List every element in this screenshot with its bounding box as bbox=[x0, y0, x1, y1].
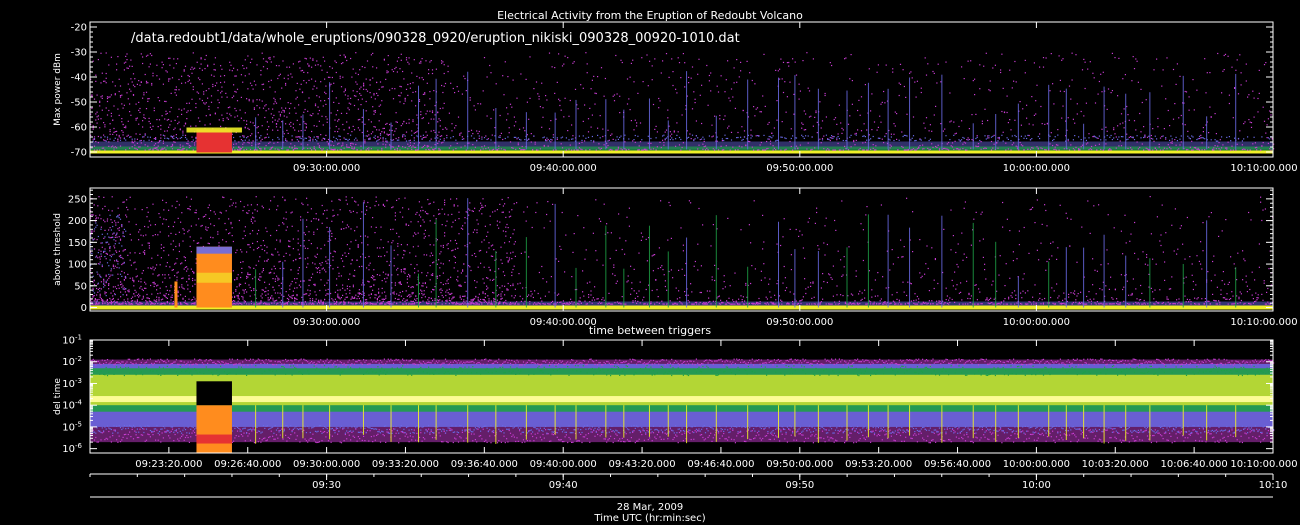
panel-1: -20 -30 -40 -50 -60 -70 Max power dBm 09:30:00.… bbox=[53, 21, 1298, 174]
hot-block bbox=[196, 129, 232, 153]
x-tick-label: 09:40:00.000 bbox=[530, 459, 597, 470]
panel-frame bbox=[89, 21, 1274, 158]
footer-axis-label: Time UTC (hr:min:sec) bbox=[594, 513, 706, 524]
y-tick-label: 250 bbox=[68, 194, 87, 205]
y-tick-label: 10-6 bbox=[62, 442, 82, 455]
y-tick-label: 150 bbox=[68, 238, 87, 249]
data-density-layer bbox=[90, 196, 1274, 310]
x-tick-label: 10:06:40.000 bbox=[1161, 459, 1228, 470]
footer-date: 28 Mar, 2009 bbox=[616, 502, 684, 513]
y-tick-label: 100 bbox=[68, 260, 87, 271]
x-tick-label: 09:36:40.000 bbox=[451, 459, 518, 470]
x-tick-label: 09:43:20.000 bbox=[608, 459, 675, 470]
panel-frame bbox=[89, 339, 1274, 454]
data-density-layer bbox=[90, 52, 1275, 154]
y-tick-label: -20 bbox=[71, 23, 87, 34]
baseline-green-band bbox=[90, 146, 1273, 152]
time-axis-tick-label: 09:30 bbox=[312, 480, 341, 491]
y-tick-label: 50 bbox=[74, 281, 87, 292]
x-tick-label: 09:30:00.000 bbox=[293, 459, 360, 470]
x-tick-label: 10:00:00.000 bbox=[1003, 163, 1070, 174]
time-axis-tick-label: 10:10 bbox=[1259, 480, 1288, 491]
x-tick-label: 09:30:00.000 bbox=[293, 317, 360, 328]
x-tick-label: 10:10:00.000 bbox=[1230, 459, 1297, 470]
y-tick-label: 10-3 bbox=[62, 377, 82, 390]
y-tick-label: 10-4 bbox=[62, 399, 82, 412]
x-tick-label: 10:10:00.000 bbox=[1230, 163, 1297, 174]
panel-frame bbox=[89, 187, 1274, 312]
y-tick-label: 10-2 bbox=[62, 355, 82, 368]
y-tick-label: -40 bbox=[71, 73, 87, 84]
x-tick-label: 09:40:00.000 bbox=[530, 163, 597, 174]
y-tick-label: -50 bbox=[71, 98, 87, 109]
y-tick-label: 200 bbox=[68, 216, 87, 227]
y-tick-label: -70 bbox=[71, 148, 87, 159]
x-tick-label: 10:00:00.000 bbox=[1003, 317, 1070, 328]
baseline-yellow-band bbox=[90, 305, 1273, 310]
x-tick-label: 10:03:20.000 bbox=[1082, 459, 1149, 470]
y-tick-label: 10-1 bbox=[62, 334, 82, 347]
y-tick-label: -30 bbox=[71, 48, 87, 59]
x-tick-label: 09:26:40.000 bbox=[214, 459, 281, 470]
panel-title: time between triggers bbox=[589, 324, 712, 337]
x-tick-label: 09:46:40.000 bbox=[687, 459, 754, 470]
bottom-time-axis: 09:30 09:40 09:50 10:00 10:10 bbox=[89, 473, 1288, 498]
y-tick-label: -60 bbox=[71, 123, 87, 134]
baseline-yellow-band bbox=[90, 150, 1273, 154]
x-tick-label: 10:10:00.000 bbox=[1230, 317, 1297, 328]
panel-2: 250 200 150 100 50 0 above threshold 09:30:00.0… bbox=[53, 187, 1298, 328]
x-tick-label: 09:30:00.000 bbox=[293, 163, 360, 174]
time-axis-tick-label: 10:00 bbox=[1022, 480, 1051, 491]
x-tick-label: 09:50:00.000 bbox=[766, 459, 833, 470]
x-tick-label: 09:23:20.000 bbox=[135, 459, 202, 470]
data-density-layer bbox=[90, 358, 1275, 453]
y-axis-label: Max power dBm bbox=[53, 53, 63, 126]
y-tick-label: 10-5 bbox=[62, 420, 82, 433]
x-tick-label: 09:56:40.000 bbox=[924, 459, 991, 470]
hot-block bbox=[196, 405, 232, 453]
y-axis-label: del time bbox=[53, 378, 63, 415]
baseline-blue-band bbox=[90, 141, 1273, 150]
y-tick-label: 0 bbox=[81, 303, 87, 314]
time-axis-tick-label: 09:50 bbox=[785, 480, 814, 491]
x-tick-label: 09:33:20.000 bbox=[372, 459, 439, 470]
panel-3: 10-1 10-2 10-3 10-4 10-5 10-6 del time 09:23:20… bbox=[53, 324, 1298, 470]
x-tick-label: 10:00:00.000 bbox=[1003, 459, 1070, 470]
x-tick-label: 09:40:00.000 bbox=[530, 317, 597, 328]
baseline-blue-band bbox=[90, 301, 1273, 308]
core-band bbox=[90, 396, 1273, 403]
x-tick-label: 09:50:00.000 bbox=[766, 317, 833, 328]
time-axis-tick-label: 09:40 bbox=[549, 480, 578, 491]
x-tick-label: 09:53:20.000 bbox=[845, 459, 912, 470]
data-file-path: /data.redoubt1/data/whole_eruptions/0903… bbox=[131, 31, 740, 46]
y-axis-label: above threshold bbox=[53, 213, 63, 286]
x-tick-label: 09:50:00.000 bbox=[766, 163, 833, 174]
plot-title: Electrical Activity from the Eruption of… bbox=[497, 9, 803, 22]
